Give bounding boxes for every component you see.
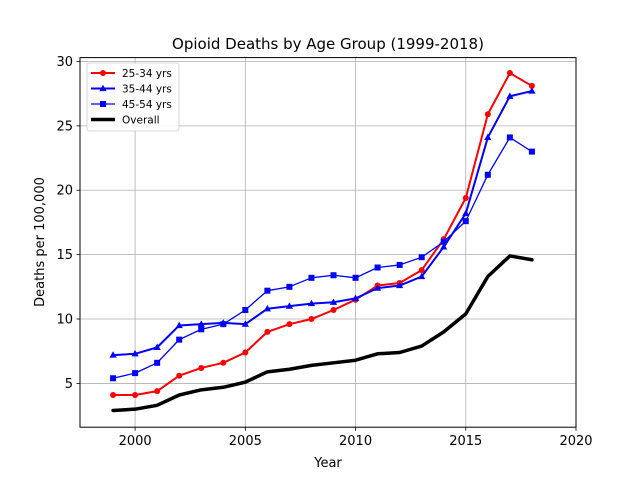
y-tick-label: 20 (56, 184, 73, 199)
legend-item-overall: Overall (91, 114, 160, 126)
data-point-45-54-yrs (110, 375, 117, 382)
x-tick-label: 2005 (229, 434, 262, 449)
series-35-44-yrs (109, 87, 536, 358)
data-point-35-44-yrs (153, 343, 161, 350)
data-point-25-34-yrs (462, 194, 469, 201)
data-point-25-34-yrs (418, 267, 425, 274)
data-point-35-44-yrs (351, 294, 360, 302)
data-point-35-44-yrs (418, 272, 426, 280)
data-point-25-34-yrs (242, 349, 249, 356)
series-line-45-54-yrs (112, 136, 533, 379)
legend-item-25-34-yrs: 25-34 yrs (91, 68, 172, 80)
data-point-45-54-yrs (352, 274, 359, 281)
data-point-45-54-yrs (396, 261, 403, 268)
legend-label: 35-44 yrs (122, 83, 172, 95)
series-overall (111, 254, 534, 413)
data-point-45-54-yrs (220, 321, 227, 328)
data-point-35-44-yrs (241, 320, 249, 327)
data-point-35-44-yrs (440, 243, 448, 250)
plot-area-frame (79, 57, 577, 428)
x-tick-label: 2015 (449, 434, 482, 449)
data-point-25-34-yrs (132, 392, 139, 399)
data-point-35-44-yrs (197, 320, 205, 327)
y-tick-label: 5 (65, 377, 73, 392)
data-point-35-44-yrs (285, 302, 294, 309)
data-point-35-44-yrs (506, 92, 514, 99)
data-point-45-54-yrs (264, 287, 271, 294)
data-point-35-44-yrs (462, 209, 470, 217)
data-point-25-34-yrs (176, 372, 183, 379)
legend-box (86, 62, 180, 132)
data-point-45-54-yrs (132, 370, 139, 377)
data-point-35-44-yrs (528, 87, 536, 94)
x-tick-label: 2000 (119, 434, 152, 449)
y-tick-label: 10 (56, 313, 73, 328)
legend-swatch-marker (100, 70, 106, 76)
data-point-45-54-yrs (308, 274, 315, 281)
data-point-25-34-yrs (220, 359, 227, 366)
data-point-45-54-yrs (242, 307, 249, 314)
series-line-35-44-yrs (112, 90, 533, 357)
axes: 2000 2005 2010 2015 2020 5 10 15 20 25 30 (56, 55, 592, 449)
data-point-25-34-yrs (484, 111, 491, 118)
legend-swatch-marker (99, 84, 107, 92)
series-layer (109, 70, 536, 413)
data-point-45-54-yrs (418, 254, 425, 261)
y-tick-label: 30 (56, 55, 73, 70)
data-point-35-44-yrs (329, 298, 338, 305)
data-point-35-44-yrs (396, 281, 404, 289)
data-point-45-54-yrs (528, 148, 535, 155)
legend-swatch-marker (100, 101, 106, 107)
legend-label: 25-34 yrs (122, 68, 172, 80)
data-point-25-34-yrs (330, 307, 337, 314)
data-point-25-34-yrs (264, 328, 271, 335)
x-axis-label: Year (313, 456, 342, 471)
legend-item-35-44-yrs: 35-44 yrs (91, 83, 172, 95)
data-point-25-34-yrs (110, 392, 117, 399)
legend: 25-34 yrs 35-44 yrs 45-54 yrs Overall (86, 62, 180, 132)
data-point-25-34-yrs (198, 364, 205, 371)
y-axis-label: Deaths per 100,000 (33, 177, 48, 307)
data-point-45-54-yrs (286, 283, 293, 290)
data-point-45-54-yrs (176, 336, 183, 343)
data-point-35-44-yrs (109, 351, 117, 358)
data-point-45-54-yrs (374, 264, 381, 271)
data-point-45-54-yrs (484, 171, 491, 178)
y-tick-label: 15 (56, 248, 73, 263)
data-point-35-44-yrs (263, 304, 271, 312)
x-tick-label: 2020 (559, 434, 592, 449)
y-tick-label: 25 (56, 119, 73, 134)
series-line-overall (111, 254, 534, 413)
series-25-34-yrs (110, 70, 535, 399)
data-point-35-44-yrs (131, 349, 139, 357)
data-point-35-44-yrs (175, 321, 183, 329)
data-point-25-34-yrs (528, 82, 535, 89)
data-point-25-34-yrs (286, 321, 293, 328)
legend-item-45-54-yrs: 45-54 yrs (91, 99, 172, 111)
data-point-45-54-yrs (330, 272, 337, 279)
data-point-45-54-yrs (440, 238, 447, 245)
data-point-45-54-yrs (154, 359, 161, 366)
legend-label: Overall (122, 114, 160, 126)
data-point-45-54-yrs (198, 326, 205, 333)
data-point-35-44-yrs (374, 284, 382, 291)
data-point-25-34-yrs (308, 316, 315, 323)
data-point-35-44-yrs (307, 299, 316, 307)
data-point-35-44-yrs (484, 133, 492, 141)
data-point-45-54-yrs (506, 134, 513, 141)
series-45-54-yrs (110, 134, 535, 382)
data-point-25-34-yrs (506, 70, 513, 77)
x-tick-label: 2010 (339, 434, 372, 449)
chart-title: Opioid Deaths by Age Group (1999-2018) (172, 35, 484, 53)
data-point-25-34-yrs (154, 388, 161, 395)
legend-label: 45-54 yrs (122, 99, 172, 111)
data-point-45-54-yrs (462, 218, 469, 225)
series-line-25-34-yrs (112, 72, 533, 397)
